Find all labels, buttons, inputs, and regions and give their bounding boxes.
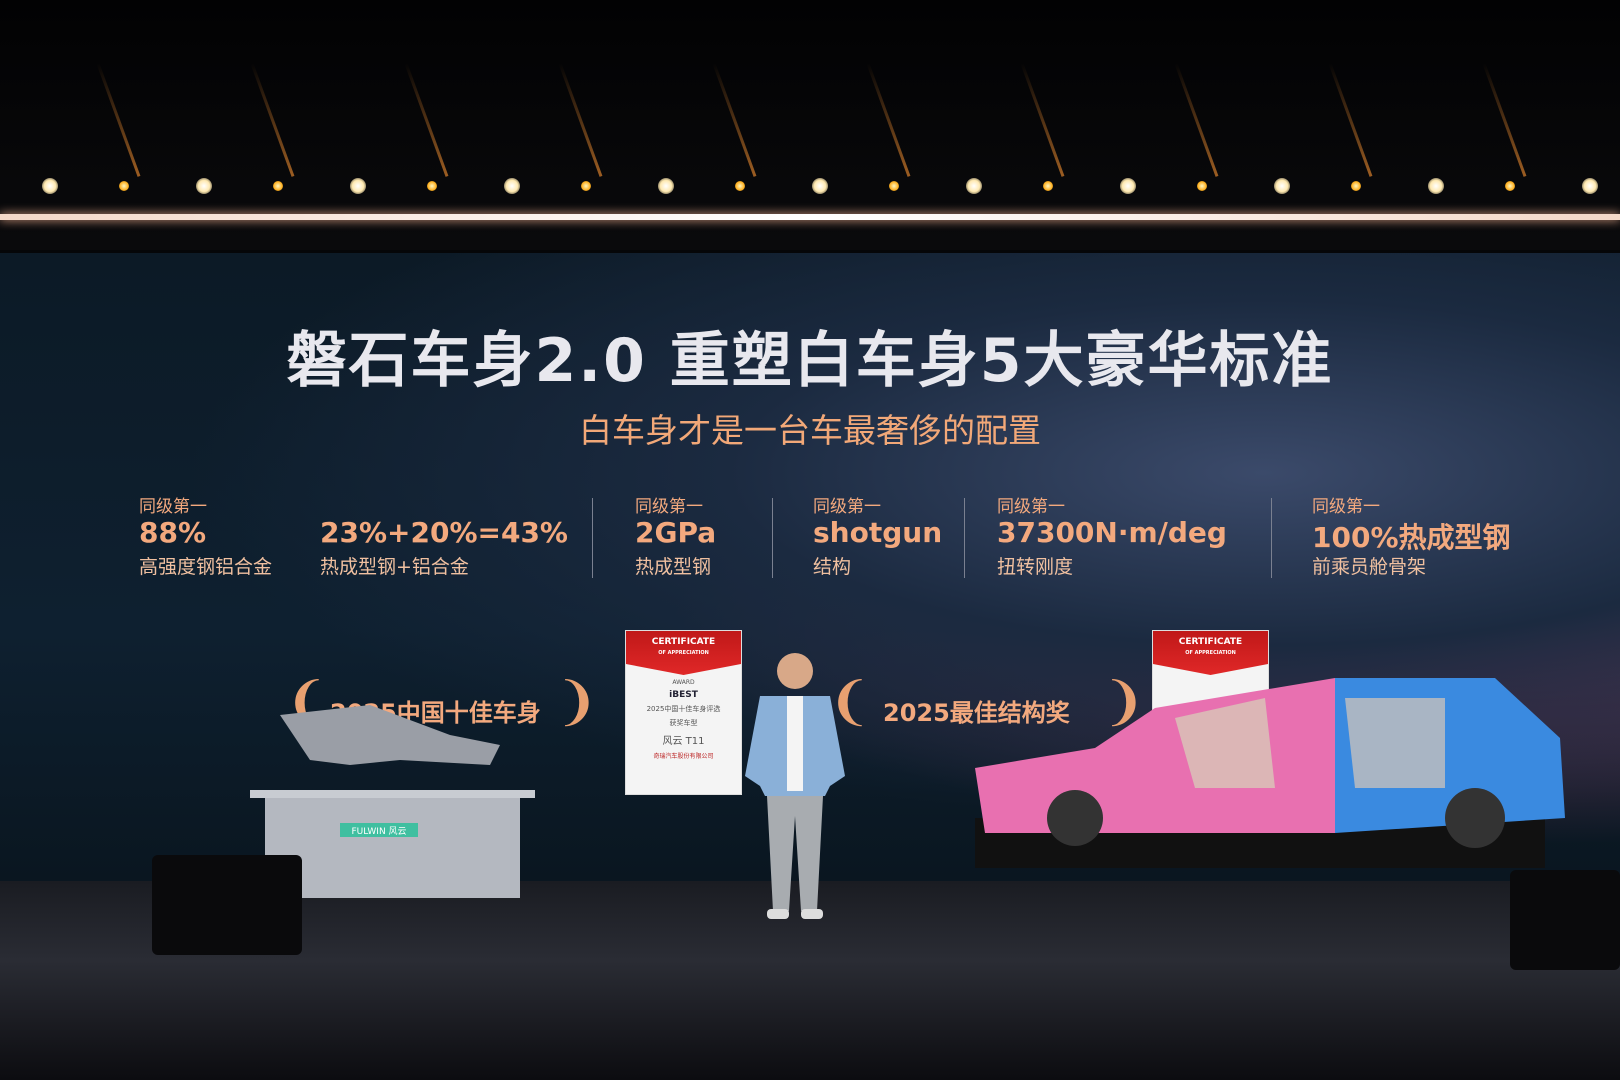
divider bbox=[1271, 498, 1272, 578]
body-part-display: FULWIN 风云 bbox=[250, 705, 535, 898]
stat-value: 100%热成型钢 bbox=[1312, 521, 1511, 554]
cert-line1: 2025中国十佳车身评选 bbox=[646, 705, 721, 713]
spotlight bbox=[504, 178, 520, 194]
divider bbox=[772, 498, 773, 578]
spotlight bbox=[1043, 181, 1053, 191]
spotlight bbox=[1120, 178, 1136, 194]
spotlight bbox=[581, 181, 591, 191]
spotlight bbox=[42, 178, 58, 194]
spotlight bbox=[812, 178, 828, 194]
stat-sub: 热成型钢 bbox=[635, 556, 712, 578]
stat-sub: 扭转刚度 bbox=[997, 556, 1074, 578]
stage-truss bbox=[0, 0, 1620, 250]
laurel-icon: ❩ bbox=[555, 672, 599, 732]
spotlight bbox=[658, 178, 674, 194]
cert-header: CERTIFICATE bbox=[651, 637, 716, 647]
stat-value: 23%+20%=43% bbox=[320, 516, 568, 549]
stat-2: 同级第一 2GPa 热成型钢 bbox=[635, 492, 716, 579]
certificate-right: CERTIFICATE OF APPRECIATION bbox=[1152, 630, 1269, 715]
spotlight bbox=[427, 181, 437, 191]
speaker bbox=[152, 855, 302, 955]
stat-4: 同级第一 37300N·m/deg 扭转刚度 bbox=[997, 492, 1227, 579]
slide-subtitle: 白车身才是一台车最奢侈的配置 bbox=[579, 411, 1041, 450]
spotlight bbox=[350, 178, 366, 194]
speaker bbox=[1510, 870, 1620, 970]
spotlight bbox=[1274, 178, 1290, 194]
stat-sub: 热成型钢+铝合金 bbox=[320, 556, 469, 578]
spotlight bbox=[1582, 178, 1598, 194]
divider bbox=[964, 498, 965, 578]
spotlight bbox=[119, 181, 129, 191]
display-label: FULWIN 风云 bbox=[351, 826, 406, 837]
cert-header: CERTIFICATE bbox=[1178, 637, 1243, 647]
stat-label: 同级第一 bbox=[997, 497, 1065, 517]
spotlight bbox=[966, 178, 982, 194]
stat-sub: 结构 bbox=[813, 556, 852, 578]
stat-5: 同级第一 100%热成型钢 前乘员舱骨架 bbox=[1312, 492, 1511, 579]
spotlight bbox=[735, 181, 745, 191]
cert-header-sub: OF APPRECIATION bbox=[1185, 650, 1236, 656]
spotlight bbox=[1197, 181, 1207, 191]
divider bbox=[592, 498, 593, 578]
slide-title: 磐石车身2.0 重塑白车身5大豪华标准 bbox=[286, 326, 1334, 396]
cert-model: 风云 T11 bbox=[662, 736, 705, 747]
spotlight bbox=[196, 178, 212, 194]
light-bar bbox=[0, 214, 1620, 220]
spotlight bbox=[273, 181, 283, 191]
stat-0: 同级第一 88% 高强度钢铝合金 bbox=[139, 492, 272, 579]
stat-label bbox=[320, 492, 568, 516]
award-right: 2025最佳结构奖 bbox=[883, 699, 1070, 727]
cert-header-sub: OF APPRECIATION bbox=[658, 650, 709, 656]
spotlight bbox=[1428, 178, 1444, 194]
stat-sub: 高强度钢铝合金 bbox=[139, 556, 273, 578]
cert-company: 奇瑞汽车股份有限公司 bbox=[653, 753, 714, 760]
spotlight bbox=[889, 181, 899, 191]
car-body-in-white bbox=[975, 678, 1565, 868]
cert-badge: AWARD bbox=[672, 679, 695, 686]
stat-value: 37300N·m/deg bbox=[997, 516, 1227, 549]
stat-label: 同级第一 bbox=[1312, 497, 1380, 517]
stat-value: shotgun bbox=[813, 516, 943, 549]
stat-label: 同级第一 bbox=[635, 497, 703, 517]
spotlight bbox=[1351, 181, 1361, 191]
stat-label: 同级第一 bbox=[813, 497, 881, 517]
stat-1: 23%+20%=43% 热成型钢+铝合金 bbox=[320, 492, 568, 579]
stat-3: 同级第一 shotgun 结构 bbox=[813, 492, 942, 579]
cert-brand: iBEST bbox=[669, 690, 698, 700]
certificate-left: CERTIFICATE OF APPRECIATION AWARD iBEST 2… bbox=[625, 630, 742, 795]
laurel-icon: ❨ bbox=[828, 672, 872, 732]
stat-label: 同级第一 bbox=[139, 497, 207, 517]
spotlight bbox=[1505, 181, 1515, 191]
cert-line2: 获奖车型 bbox=[669, 719, 698, 727]
stat-sub: 前乘员舱骨架 bbox=[1312, 556, 1427, 578]
presenter bbox=[745, 653, 845, 919]
stat-value: 2GPa bbox=[635, 516, 717, 549]
stat-value: 88% bbox=[139, 516, 207, 549]
